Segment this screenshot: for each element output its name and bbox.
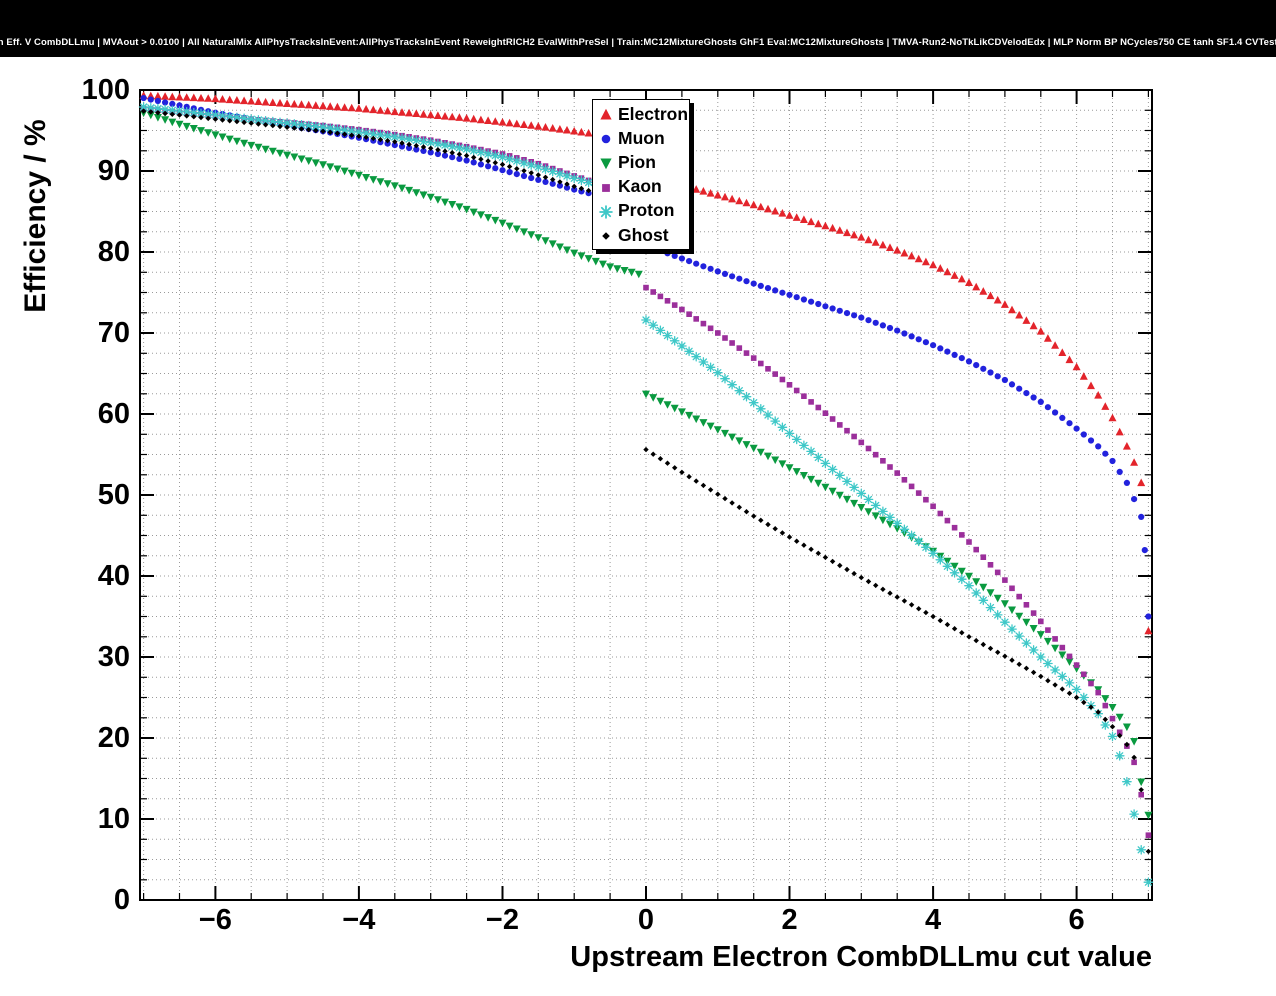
legend-label: Ghost (618, 224, 669, 245)
y-tick-label-30: 30 (97, 640, 130, 673)
y-axis-title: Efficiency / % (19, 119, 52, 313)
x-tick-label-−2: −2 (485, 904, 519, 936)
y-tick-label-80: 80 (97, 235, 130, 268)
series-pion (139, 109, 1153, 820)
triangle-up-icon (600, 108, 612, 120)
legend-item-electron: Electron (596, 102, 689, 126)
plot-title: Upstream Electron Eff. V CombDLLmu | MVA… (0, 37, 1276, 48)
legend-label: Muon (618, 127, 665, 148)
x-tick-label-2: 2 (781, 904, 798, 936)
y-tick-label-10: 10 (97, 802, 130, 835)
y-tick-label-60: 60 (97, 397, 130, 430)
legend-item-muon: Muon (596, 126, 689, 150)
legend-item-proton: Proton (596, 199, 689, 223)
square-icon (602, 183, 610, 192)
x-tick-label-0: 0 (637, 904, 655, 936)
legend: Electron Muon Pion Kaon Proton Ghost (592, 99, 690, 251)
legend-label: Pion (618, 151, 656, 172)
y-tick-label-20: 20 (97, 721, 130, 754)
series-electron (139, 91, 1153, 635)
diamond-icon (602, 232, 610, 240)
legend-label: Proton (618, 200, 675, 221)
plot-title-bar: Upstream Electron Eff. V CombDLLmu | MVA… (0, 0, 1276, 57)
y-tick-label-100: 100 (81, 73, 130, 106)
y-tick-label-90: 90 (97, 154, 130, 187)
x-tick-label-6: 6 (1068, 904, 1085, 936)
legend-item-kaon: Kaon (596, 175, 689, 199)
x-tick-label-−4: −4 (342, 904, 376, 936)
y-tick-label-0: 0 (113, 883, 130, 916)
legend-item-ghost: Ghost (596, 223, 689, 247)
legend-label: Electron (618, 103, 689, 124)
legend-item-pion: Pion (596, 150, 689, 174)
x-tick-label-4: 4 (925, 904, 942, 936)
series-proton (138, 102, 1154, 888)
x-axis-title: Upstream Electron CombDLLmu cut value (570, 941, 1152, 973)
y-tick-label-40: 40 (97, 559, 130, 592)
legend-label: Kaon (618, 176, 662, 197)
star-icon (599, 205, 613, 219)
y-tick-label-50: 50 (97, 478, 130, 511)
triangle-down-icon (600, 158, 612, 170)
gridlines (140, 90, 1152, 900)
x-tick-label-−6: −6 (198, 904, 232, 936)
y-tick-label-70: 70 (97, 316, 130, 349)
circle-icon (601, 134, 611, 144)
plot-frame (139, 89, 1153, 901)
axis-ticks (140, 89, 1152, 901)
